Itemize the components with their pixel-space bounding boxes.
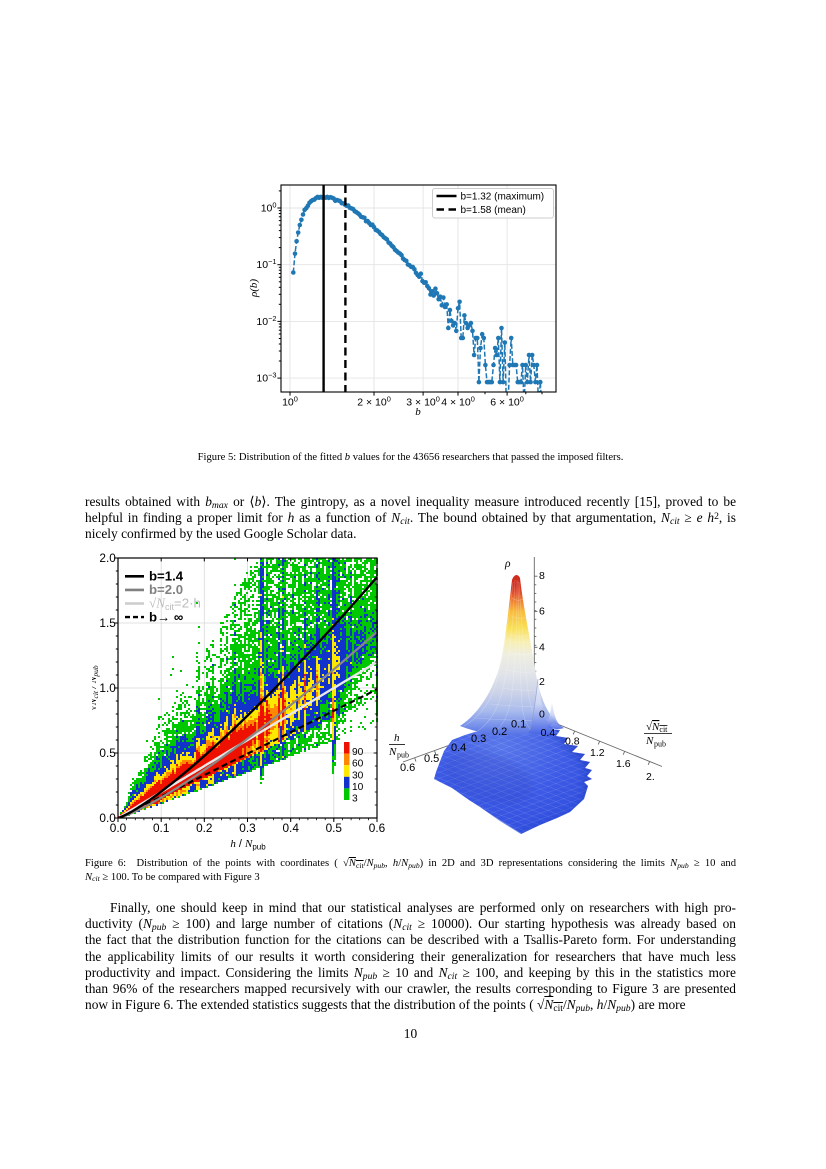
svg-text:√Ncit / Npub: √Ncit / Npub xyxy=(92,665,100,711)
svg-text:b=1.32 (maximum): b=1.32 (maximum) xyxy=(461,192,545,203)
svg-text:0.3: 0.3 xyxy=(239,821,256,835)
svg-text:ρ: ρ xyxy=(504,558,511,570)
svg-text:2 × 100: 2 × 100 xyxy=(357,395,391,409)
svg-text:b=1.58 (mean): b=1.58 (mean) xyxy=(461,205,526,216)
svg-text:90: 90 xyxy=(352,747,364,758)
svg-text:√Ncit: √Ncit xyxy=(646,721,668,734)
svg-text:1.5: 1.5 xyxy=(99,616,116,630)
svg-text:0: 0 xyxy=(539,709,545,721)
svg-text:100: 100 xyxy=(261,201,277,215)
svg-text:60: 60 xyxy=(352,759,364,770)
svg-text:N: N xyxy=(388,746,397,758)
svg-text:10−1: 10−1 xyxy=(256,257,276,271)
svg-text:0.2: 0.2 xyxy=(196,821,212,835)
svg-text:pub: pub xyxy=(397,751,409,760)
svg-text:ρ(b): ρ(b) xyxy=(248,279,260,298)
svg-text:4: 4 xyxy=(539,641,545,653)
svg-text:0.5: 0.5 xyxy=(99,746,116,760)
svg-text:b: b xyxy=(415,406,421,418)
svg-text:6 × 100: 6 × 100 xyxy=(490,395,524,409)
svg-text:1.0: 1.0 xyxy=(99,681,116,695)
svg-text:3: 3 xyxy=(352,794,358,805)
svg-text:0.4: 0.4 xyxy=(541,727,556,739)
svg-text:100: 100 xyxy=(282,395,298,409)
svg-text:30: 30 xyxy=(352,770,364,781)
svg-text:0.3: 0.3 xyxy=(471,733,486,745)
svg-text:2.: 2. xyxy=(646,771,655,783)
svg-text:h: h xyxy=(394,732,400,744)
svg-text:10: 10 xyxy=(352,782,364,793)
svg-text:10−2: 10−2 xyxy=(256,314,276,328)
svg-text:6: 6 xyxy=(539,606,545,618)
svg-text:0.6: 0.6 xyxy=(369,821,386,835)
svg-text:0.0: 0.0 xyxy=(110,821,127,835)
svg-text:0.5: 0.5 xyxy=(326,821,343,835)
svg-text:b=1.4: b=1.4 xyxy=(149,569,184,584)
svg-text:b=2.0: b=2.0 xyxy=(149,582,183,597)
svg-text:0.6: 0.6 xyxy=(400,762,415,774)
svg-text:0.1: 0.1 xyxy=(511,719,526,731)
svg-text:2: 2 xyxy=(539,676,545,688)
svg-text:0.0: 0.0 xyxy=(99,811,116,825)
svg-text:10−3: 10−3 xyxy=(256,371,276,385)
svg-text:0.4: 0.4 xyxy=(282,821,299,835)
svg-text:1.6: 1.6 xyxy=(616,758,631,770)
svg-text:N: N xyxy=(645,735,654,747)
svg-text:h / Npub: h / Npub xyxy=(230,838,266,852)
svg-text:b→ ∞: b→ ∞ xyxy=(149,609,184,624)
svg-text:4 × 100: 4 × 100 xyxy=(441,395,475,409)
svg-text:pub: pub xyxy=(654,740,666,749)
svg-text:0.5: 0.5 xyxy=(424,753,439,765)
svg-text:0.1: 0.1 xyxy=(153,821,169,835)
svg-text:√Ncit=2·h: √Ncit=2·h xyxy=(149,596,201,613)
svg-text:0.8: 0.8 xyxy=(565,736,580,748)
svg-text:3 × 100: 3 × 100 xyxy=(406,395,440,409)
svg-text:0.2: 0.2 xyxy=(492,726,507,738)
svg-text:0.4: 0.4 xyxy=(451,742,466,754)
svg-text:2.0: 2.0 xyxy=(99,552,116,565)
svg-text:1.2: 1.2 xyxy=(590,747,605,759)
svg-text:8: 8 xyxy=(539,570,545,582)
